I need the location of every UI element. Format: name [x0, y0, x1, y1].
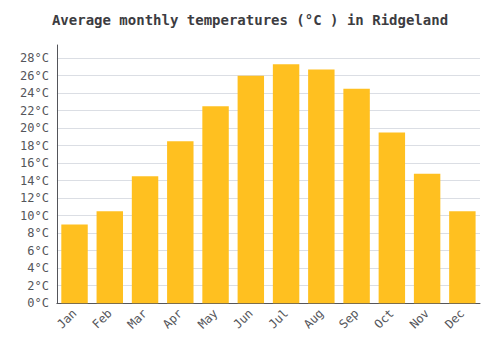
svg-text:Feb: Feb — [90, 306, 115, 331]
svg-text:26°C: 26°C — [20, 69, 49, 83]
svg-text:Oct: Oct — [372, 306, 397, 331]
svg-text:Apr: Apr — [160, 306, 185, 331]
svg-text:Dec: Dec — [442, 306, 467, 331]
svg-text:4°C: 4°C — [27, 261, 49, 275]
svg-text:Mar: Mar — [125, 306, 150, 331]
svg-text:16°C: 16°C — [20, 156, 49, 170]
svg-text:Jan: Jan — [54, 306, 79, 331]
svg-text:28°C: 28°C — [20, 51, 49, 65]
svg-text:2°C: 2°C — [27, 279, 49, 293]
svg-text:12°C: 12°C — [20, 191, 49, 205]
svg-text:Average monthly temperatures (: Average monthly temperatures (°C ) in Ri… — [52, 12, 448, 28]
svg-text:Aug: Aug — [301, 306, 326, 331]
svg-text:20°C: 20°C — [20, 121, 49, 135]
svg-text:22°C: 22°C — [20, 104, 49, 118]
svg-text:24°C: 24°C — [20, 86, 49, 100]
svg-text:0°C: 0°C — [27, 296, 49, 310]
svg-text:14°C: 14°C — [20, 174, 49, 188]
svg-text:Jul: Jul — [266, 306, 291, 331]
svg-text:18°C: 18°C — [20, 139, 49, 153]
svg-text:Sep: Sep — [336, 306, 361, 331]
svg-text:10°C: 10°C — [20, 209, 49, 223]
svg-text:May: May — [195, 306, 220, 331]
svg-text:8°C: 8°C — [27, 226, 49, 240]
svg-text:6°C: 6°C — [27, 244, 49, 258]
svg-text:Jun: Jun — [231, 306, 256, 331]
svg-text:Nov: Nov — [407, 306, 432, 331]
